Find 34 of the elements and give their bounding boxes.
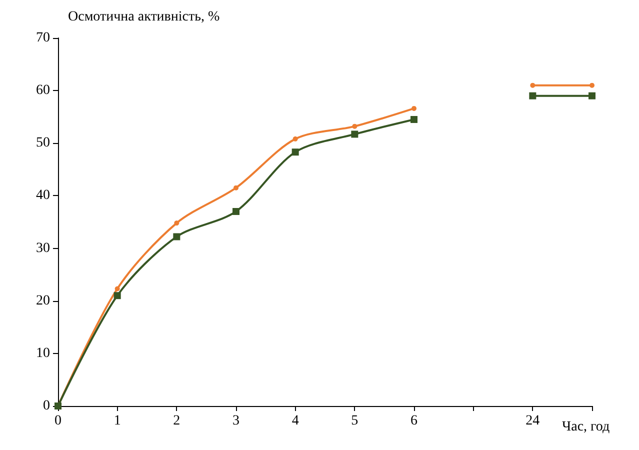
x-axis-title: Час, год — [562, 420, 610, 434]
x-tick-label: 4 — [292, 414, 299, 428]
x-tick-label: 6 — [410, 414, 418, 428]
y-tick-label: 0 — [43, 398, 50, 414]
point — [292, 148, 299, 156]
x-tick-label: 2 — [173, 414, 180, 428]
y-tick-label: 40 — [36, 188, 50, 204]
point — [412, 106, 416, 111]
point — [114, 292, 121, 300]
point — [530, 82, 536, 88]
point — [173, 233, 180, 240]
x-tick-label: 3 — [232, 414, 240, 428]
point — [292, 136, 298, 142]
point — [410, 116, 418, 123]
point — [588, 92, 596, 100]
point — [114, 286, 120, 292]
point — [352, 124, 358, 129]
y-tick-label: 60 — [36, 83, 50, 98]
y-tick-label: 50 — [36, 136, 50, 151]
point — [232, 208, 240, 215]
point — [174, 220, 180, 226]
x-tick-label: 5 — [351, 414, 358, 428]
y-tick-label: 20 — [36, 293, 50, 308]
y-tick-label: 70 — [36, 30, 50, 46]
point — [590, 82, 594, 88]
x-tick-label: 0 — [54, 414, 62, 428]
point — [529, 92, 536, 100]
point — [234, 185, 238, 190]
y-tick-label: 10 — [36, 346, 50, 361]
point — [351, 130, 358, 138]
y-axis-title: Осмотична активність, % — [68, 10, 220, 24]
x-tick-label: 24 — [526, 414, 540, 428]
x-tick-label: 1 — [114, 414, 121, 428]
y-tick-label: 30 — [36, 240, 50, 256]
